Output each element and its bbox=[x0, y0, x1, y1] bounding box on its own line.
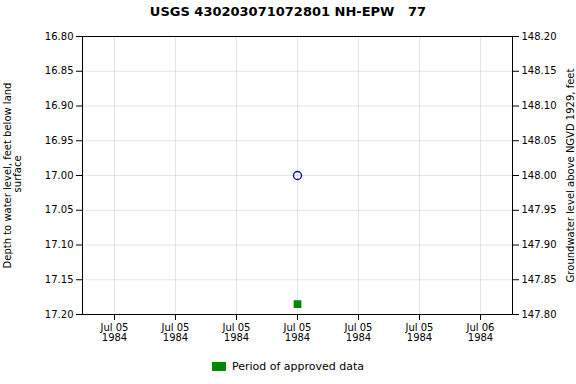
svg-text:Jul 051984: Jul 051984 bbox=[283, 322, 312, 343]
svg-text:Groundwater level above NGVD 1: Groundwater level above NGVD 1929, feet bbox=[565, 69, 576, 283]
svg-text:Jul 051984: Jul 051984 bbox=[344, 322, 373, 343]
svg-text:16.85: 16.85 bbox=[45, 65, 74, 76]
svg-text:Jul 051984: Jul 051984 bbox=[161, 322, 190, 343]
svg-text:17.10: 17.10 bbox=[45, 239, 74, 250]
svg-text:147.95: 147.95 bbox=[522, 204, 557, 215]
svg-text:Jul 051984: Jul 051984 bbox=[222, 322, 251, 343]
html-text:Period of approved data: Period of approved data bbox=[231, 359, 365, 373]
svg-text:17.00: 17.00 bbox=[45, 170, 74, 181]
svg-text:17.15: 17.15 bbox=[45, 274, 74, 285]
svg-text:16.95: 16.95 bbox=[45, 135, 74, 146]
svg-text:Depth to water level, feet bel: Depth to water level, feet below land su… bbox=[2, 83, 23, 269]
svg-text:16.90: 16.90 bbox=[45, 100, 74, 111]
svg-text:147.85: 147.85 bbox=[522, 274, 557, 285]
html-text:USGS 430203071072801 NH-EPW 77: USGS 430203071072801 NH-EPW 77 bbox=[149, 4, 427, 19]
svg-text:148.05: 148.05 bbox=[522, 135, 557, 146]
svg-text:148.20: 148.20 bbox=[522, 31, 557, 42]
svg-text:148.15: 148.15 bbox=[522, 65, 557, 76]
svg-text:148.10: 148.10 bbox=[522, 100, 557, 111]
svg-text:Jul 061984: Jul 061984 bbox=[466, 322, 495, 343]
svg-text:148.00: 148.00 bbox=[522, 170, 557, 181]
svg-text:17.20: 17.20 bbox=[45, 309, 74, 320]
svg-text:147.90: 147.90 bbox=[522, 239, 557, 250]
svg-text:Jul 051984: Jul 051984 bbox=[100, 322, 129, 343]
svg-text:Jul 051984: Jul 051984 bbox=[405, 322, 434, 343]
svg-text:17.05: 17.05 bbox=[45, 204, 74, 215]
svg-text:147.80: 147.80 bbox=[522, 309, 557, 320]
svg-text:16.80: 16.80 bbox=[45, 31, 74, 42]
